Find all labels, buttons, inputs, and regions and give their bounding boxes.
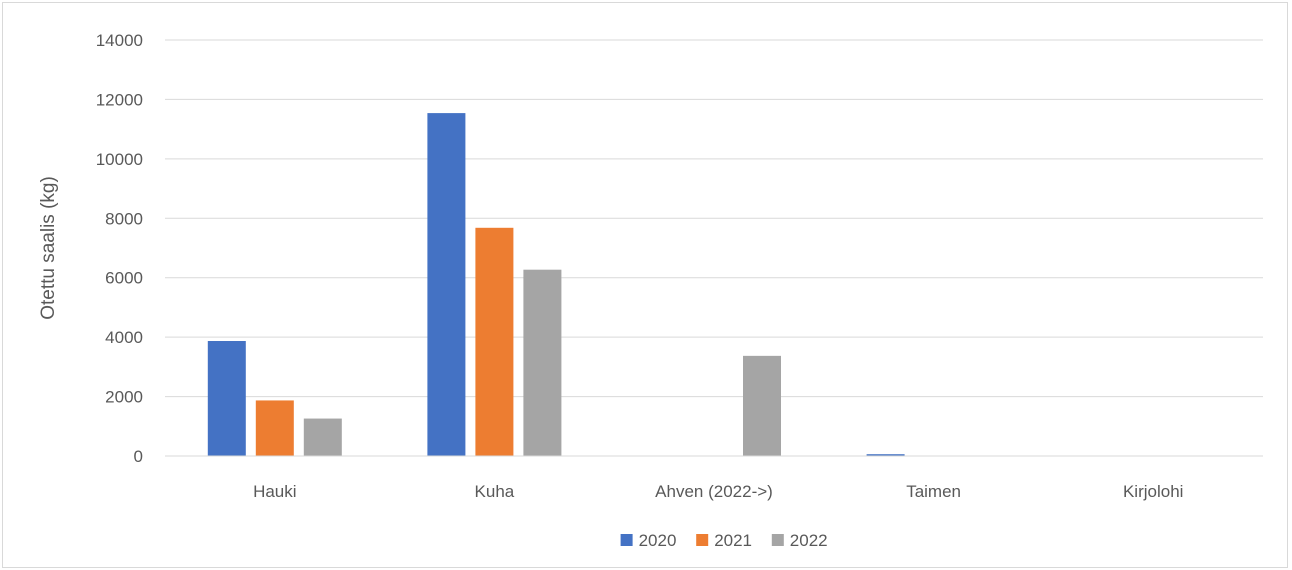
legend-swatch-2022 — [771, 534, 784, 546]
bar-2021-1 — [475, 227, 514, 456]
x-tick-label: Hauki — [253, 482, 296, 501]
y-tick-label: 8000 — [105, 209, 143, 228]
bar-2020-1 — [427, 113, 466, 457]
y-tick-label: 2000 — [105, 388, 143, 407]
legend-label: 2021 — [714, 531, 752, 550]
y-tick-label: 4000 — [105, 328, 143, 347]
legend-swatch-2021 — [696, 534, 709, 546]
bar-2020-3 — [866, 454, 905, 456]
bar-2022-0 — [303, 418, 342, 456]
y-tick-label: 12000 — [96, 90, 143, 109]
bar-2021-0 — [255, 400, 294, 456]
y-tick-label: 6000 — [105, 269, 143, 288]
legend: 2020 2021 2022 — [620, 531, 828, 550]
gridlines — [165, 39, 1263, 398]
axes: 0 2000 4000 6000 8000 10000 12000 14000 Hauki Kuh… — [96, 31, 1263, 501]
x-tick-label: Kuha — [475, 482, 515, 501]
y-tick-label: 0 — [134, 447, 143, 466]
bar-2022-2 — [743, 355, 781, 456]
bar-2022-1 — [523, 269, 562, 456]
y-tick-label: 10000 — [96, 150, 143, 169]
x-tick-label: Kirjolohi — [1123, 482, 1183, 501]
x-tick-label: Taimen — [906, 482, 961, 501]
bar-chart: 0 2000 4000 6000 8000 10000 12000 14000 Hauki Kuh… — [38, 31, 1263, 550]
y-axis-title: Otettu saalis (kg) — [38, 176, 59, 320]
bar-2020-0 — [207, 341, 246, 456]
x-tick-label: Ahven (2022->) — [655, 482, 773, 501]
legend-label: 2022 — [790, 531, 828, 550]
legend-label: 2020 — [639, 531, 677, 550]
bars — [207, 113, 1001, 457]
y-tick-label: 14000 — [96, 31, 143, 50]
legend-swatch-2020 — [620, 534, 633, 546]
